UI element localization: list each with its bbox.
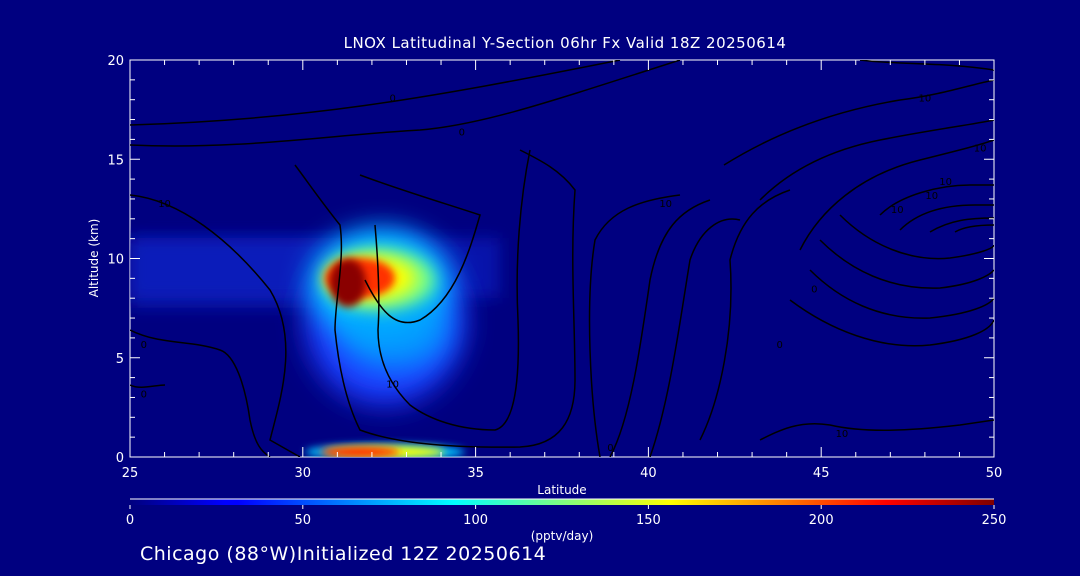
contour-line: [130, 384, 166, 388]
y-axis-title: Altitude (km): [87, 219, 101, 298]
contour-line: [609, 199, 711, 457]
x-tick-label: 25: [122, 466, 139, 481]
y-tick-label: 10: [107, 253, 124, 268]
y-tick-label: 15: [107, 153, 124, 168]
y-tick-label: 5: [116, 352, 124, 367]
contour-lines: [130, 60, 994, 457]
contour-label: 10: [974, 143, 987, 154]
contour-label: 10: [659, 199, 672, 210]
colorbar-tick-label: 200: [809, 513, 834, 528]
contour-line: [809, 269, 994, 319]
colorbar-tick-label: 150: [636, 513, 661, 528]
contour-label: 10: [158, 199, 171, 210]
contour-line: [130, 60, 621, 126]
x-tick-label: 50: [986, 466, 1003, 481]
x-axis-title: Latitude: [537, 483, 586, 497]
contour-line: [899, 204, 994, 231]
contour-line: [649, 218, 741, 457]
contour-line: [879, 184, 994, 216]
contour-line: [954, 224, 994, 233]
contour-label: 10: [919, 94, 932, 105]
x-tick-label: 40: [640, 466, 657, 481]
colorbar-tick-label: 0: [126, 513, 134, 528]
contour-line: [359, 174, 481, 324]
colorbar-tick-label: 250: [982, 513, 1007, 528]
contour-line: [929, 217, 994, 233]
contour-label: 0: [141, 340, 147, 351]
contour-label: 0: [389, 94, 395, 105]
contour-label: 10: [836, 429, 849, 440]
footer-text: Chicago (88°W)Initialized 12Z 20250614: [140, 543, 547, 565]
contour-line: [130, 60, 681, 147]
contour-line: [759, 119, 994, 201]
contour-line: [130, 194, 301, 457]
x-tick-label: 45: [813, 466, 830, 481]
contour-line: [723, 79, 994, 166]
y-tick-label: 20: [107, 54, 124, 69]
contour-label: 0: [811, 284, 817, 295]
contour-line: [799, 139, 994, 251]
colorbar-tick-label: 100: [463, 513, 488, 528]
chart-title: LNOX Latitudinal Y-Section 06hr Fx Valid…: [343, 34, 787, 52]
contour-line: [374, 149, 531, 431]
contour-label: 10: [939, 177, 952, 188]
contour-label: 10: [925, 191, 938, 202]
heat-field: [130, 230, 500, 457]
x-tick-label: 35: [467, 466, 484, 481]
contour-line: [839, 214, 994, 260]
contour-label: 0: [607, 443, 613, 454]
contour-line: [294, 149, 576, 448]
y-tick-label: 0: [116, 451, 124, 466]
contour-label: 0: [459, 127, 465, 138]
colorbar-label: (pptv/day): [531, 529, 594, 543]
contour-line: [819, 239, 994, 289]
contour-line: [759, 419, 994, 441]
contour-label: 0: [777, 340, 783, 351]
contour-label: 0: [141, 389, 147, 400]
colorbar-tick-label: 50: [295, 513, 312, 528]
contour-line: [789, 299, 994, 347]
colorbar: [130, 499, 994, 505]
contour-line: [859, 60, 994, 71]
contour-label: 10: [386, 380, 399, 391]
contour-line: [588, 194, 681, 457]
contour-label: 10: [891, 205, 904, 216]
x-tick-label: 30: [295, 466, 312, 481]
contour-line: [699, 189, 791, 441]
contour-line: [130, 329, 271, 457]
